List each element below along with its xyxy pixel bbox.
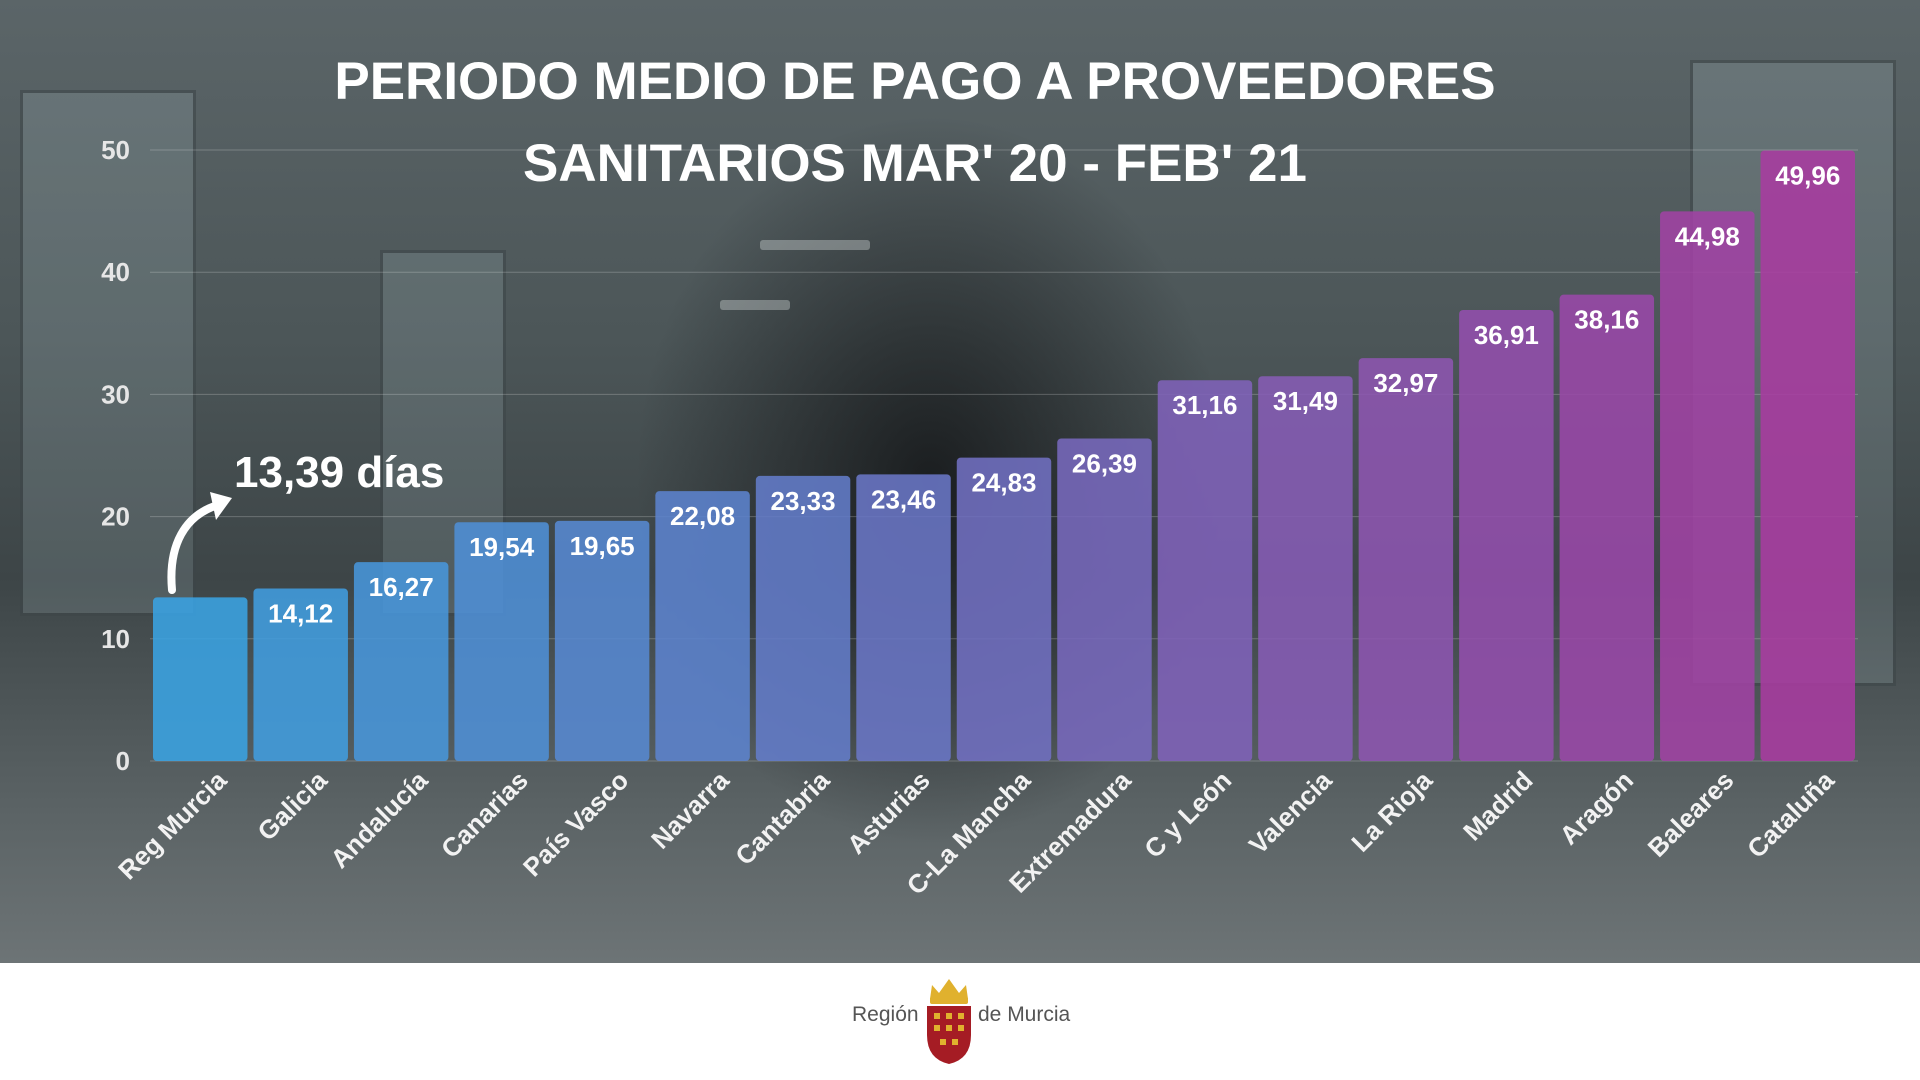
x-tick-label: Galicia — [251, 765, 333, 847]
bar-extremadura — [1057, 438, 1152, 761]
value-label: 31,49 — [1273, 386, 1338, 416]
value-label: 22,08 — [670, 501, 735, 531]
value-label: 19,54 — [469, 532, 535, 562]
bar-navarra — [655, 491, 750, 761]
value-label: 24,83 — [971, 468, 1036, 498]
bar-valencia — [1258, 376, 1353, 761]
value-label: 31,16 — [1172, 390, 1237, 420]
value-label: 23,33 — [771, 486, 836, 516]
y-tick-label: 10 — [101, 624, 130, 654]
x-tick-label: Reg Murcia — [112, 765, 233, 886]
value-label: 36,91 — [1474, 320, 1539, 350]
x-tick-label: C y León — [1138, 765, 1237, 864]
bar-cantabria — [755, 475, 851, 761]
bar-la-rioja — [1358, 358, 1454, 761]
x-tick-label: Valencia — [1243, 765, 1338, 860]
region-murcia-emblem-icon — [927, 979, 971, 1064]
chart-title-line-2: SANITARIOS MAR' 20 - FEB' 21 — [523, 134, 1307, 193]
y-tick-label: 30 — [101, 379, 130, 409]
bar-asturias — [856, 474, 951, 761]
curved-arrow-icon — [167, 501, 222, 594]
bars — [153, 150, 1855, 762]
bar-reg-murcia — [153, 597, 248, 761]
x-tick-label: La Rioja — [1345, 765, 1438, 858]
bar-canarias — [454, 522, 549, 761]
value-label: 49,96 — [1775, 160, 1840, 190]
x-tick-label: Andalucía — [324, 765, 433, 874]
value-label: 14,12 — [268, 598, 333, 628]
y-tick-label: 50 — [101, 135, 130, 165]
y-tick-label: 40 — [101, 257, 130, 287]
bar-baleares — [1660, 211, 1755, 761]
x-tick-label: Baleares — [1642, 765, 1740, 863]
chart-title-line-1: PERIODO MEDIO DE PAGO A PROVEEDORES — [334, 52, 1495, 111]
bar-chart: 0 10 20 30 40 50 14,12 16,27 19,54 19,65 22,08 23,… — [101, 52, 1855, 901]
logo-text-left: Región — [852, 1003, 919, 1026]
bar-catalu-a — [1760, 150, 1855, 762]
value-label: 16,27 — [369, 572, 434, 602]
arrow-head-icon — [210, 492, 232, 520]
x-tick-label: Cantabria — [729, 765, 835, 871]
bar-andaluc-a — [353, 562, 449, 761]
value-labels: 14,12 16,27 19,54 19,65 22,08 23,33 23,46 24,83… — [268, 160, 1840, 628]
value-label: 26,39 — [1072, 449, 1137, 479]
x-tick-label: Navarra — [645, 765, 735, 855]
logo-text-right: de Murcia — [978, 1003, 1071, 1026]
y-tick-label: 0 — [116, 746, 130, 776]
bar-arag-n — [1559, 294, 1655, 761]
value-label: 32,97 — [1373, 368, 1438, 398]
y-axis-ticks: 0 10 20 30 40 50 — [101, 135, 130, 776]
x-tick-label: Canarias — [435, 765, 534, 864]
bar-galicia — [253, 588, 348, 761]
bar-c-y-le-n — [1157, 380, 1253, 761]
x-tick-label: Aragón — [1554, 765, 1640, 851]
bar-c-la-mancha — [956, 457, 1052, 761]
x-tick-label: Madrid — [1457, 765, 1538, 846]
value-label: 23,46 — [871, 484, 936, 514]
x-tick-label: Asturias — [841, 765, 936, 860]
murcia-annotation: 13,39 días — [234, 448, 444, 497]
y-tick-label: 20 — [101, 502, 130, 532]
x-tick-label: País Vasco — [517, 765, 634, 882]
value-label: 44,98 — [1675, 221, 1740, 251]
value-label: 19,65 — [570, 531, 635, 561]
value-label: 38,16 — [1574, 305, 1639, 335]
bar-madrid — [1459, 309, 1554, 761]
bar-pa-s-vasco — [554, 520, 650, 761]
x-tick-label: Cataluña — [1741, 765, 1840, 864]
